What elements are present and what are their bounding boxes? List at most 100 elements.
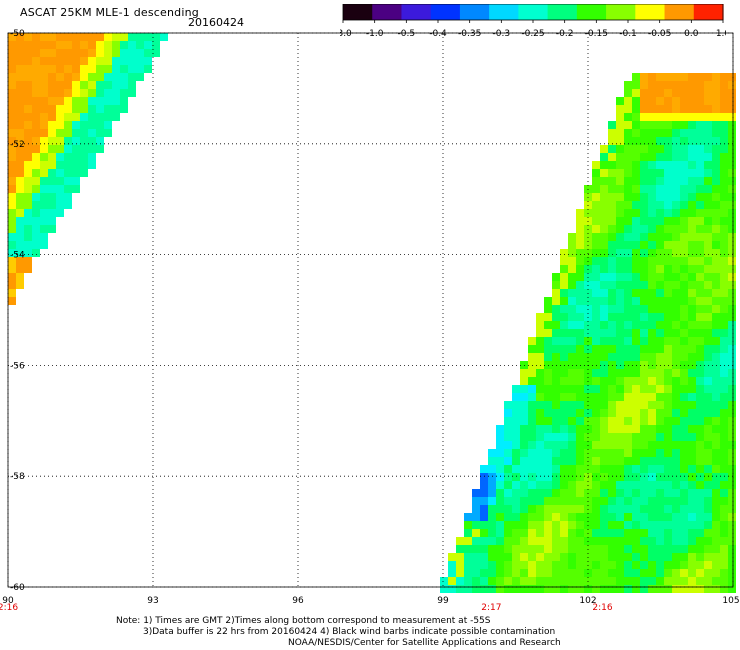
data-cell: [680, 369, 688, 377]
data-cell: [720, 153, 728, 161]
data-cell: [664, 193, 672, 201]
data-cell: [672, 225, 680, 233]
data-cell: [680, 449, 688, 457]
data-cell: [704, 313, 712, 321]
data-cell: [64, 169, 72, 177]
data-cell: [24, 57, 32, 65]
data-cell: [728, 121, 736, 129]
data-cell: [592, 417, 600, 425]
data-cell: [8, 217, 16, 225]
data-cell: [688, 153, 696, 161]
data-cell: [680, 105, 688, 113]
data-cell: [48, 57, 56, 65]
data-cell: [496, 449, 504, 457]
data-cell: [608, 121, 616, 129]
data-cell: [80, 137, 88, 145]
data-cell: [480, 513, 488, 521]
y-tick-label: -56: [10, 361, 25, 371]
data-cell: [616, 545, 624, 553]
data-cell: [56, 193, 64, 201]
data-cell: [600, 553, 608, 561]
data-cell: [608, 177, 616, 185]
data-cell: [576, 569, 584, 577]
data-cell: [32, 169, 40, 177]
data-cell: [664, 329, 672, 337]
data-cell: [16, 89, 24, 97]
data-cell: [712, 209, 720, 217]
data-cell: [712, 169, 720, 177]
data-cell: [648, 289, 656, 297]
data-cell: [696, 521, 704, 529]
data-cell: [96, 81, 104, 89]
data-cell: [552, 273, 560, 281]
data-cell: [24, 65, 32, 73]
data-cell: [616, 473, 624, 481]
data-cell: [680, 81, 688, 89]
data-cell: [8, 169, 16, 177]
data-cell: [552, 433, 560, 441]
data-cell: [688, 353, 696, 361]
data-cell: [608, 377, 616, 385]
data-cell: [680, 409, 688, 417]
data-cell: [560, 577, 568, 585]
data-cell: [512, 561, 520, 569]
data-cell: [488, 481, 496, 489]
data-cell: [112, 49, 120, 57]
data-cell: [712, 449, 720, 457]
data-cell: [592, 169, 600, 177]
data-cell: [616, 521, 624, 529]
data-cell: [640, 113, 648, 121]
data-cell: [528, 441, 536, 449]
data-cell: [704, 345, 712, 353]
data-cell: [600, 401, 608, 409]
data-cell: [552, 457, 560, 465]
data-cell: [456, 569, 464, 577]
data-cell: [712, 305, 720, 313]
data-cell: [32, 209, 40, 217]
data-cell: [32, 89, 40, 97]
data-cell: [720, 473, 728, 481]
data-cell: [600, 521, 608, 529]
data-cell: [512, 433, 520, 441]
data-cell: [640, 369, 648, 377]
data-cell: [56, 105, 64, 113]
data-cell: [728, 161, 736, 169]
data-cell: [552, 529, 560, 537]
data-cell: [624, 185, 632, 193]
data-cell: [696, 97, 704, 105]
data-cell: [728, 481, 736, 489]
data-cell: [600, 585, 608, 593]
data-cell: [608, 393, 616, 401]
data-cell: [8, 89, 16, 97]
data-cell: [88, 121, 96, 129]
data-cell: [16, 129, 24, 137]
data-cell: [16, 281, 24, 289]
data-cell: [696, 529, 704, 537]
data-cell: [568, 537, 576, 545]
data-cell: [608, 153, 616, 161]
data-cell: [608, 561, 616, 569]
data-cell: [600, 457, 608, 465]
data-cell: [632, 441, 640, 449]
data-cell: [456, 561, 464, 569]
data-cell: [672, 585, 680, 593]
data-cell: [608, 553, 616, 561]
data-cell: [544, 401, 552, 409]
data-cell: [472, 505, 480, 513]
data-cell: [728, 561, 736, 569]
data-cell: [480, 465, 488, 473]
data-cell: [728, 305, 736, 313]
data-cell: [64, 153, 72, 161]
data-cell: [704, 577, 712, 585]
data-cell: [632, 313, 640, 321]
data-cell: [688, 457, 696, 465]
data-cell: [592, 177, 600, 185]
data-cell: [592, 433, 600, 441]
data-cell: [656, 401, 664, 409]
data-cell: [616, 489, 624, 497]
data-cell: [56, 161, 64, 169]
data-cell: [600, 193, 608, 201]
data-cell: [688, 377, 696, 385]
data-cell: [32, 113, 40, 121]
data-cell: [624, 553, 632, 561]
